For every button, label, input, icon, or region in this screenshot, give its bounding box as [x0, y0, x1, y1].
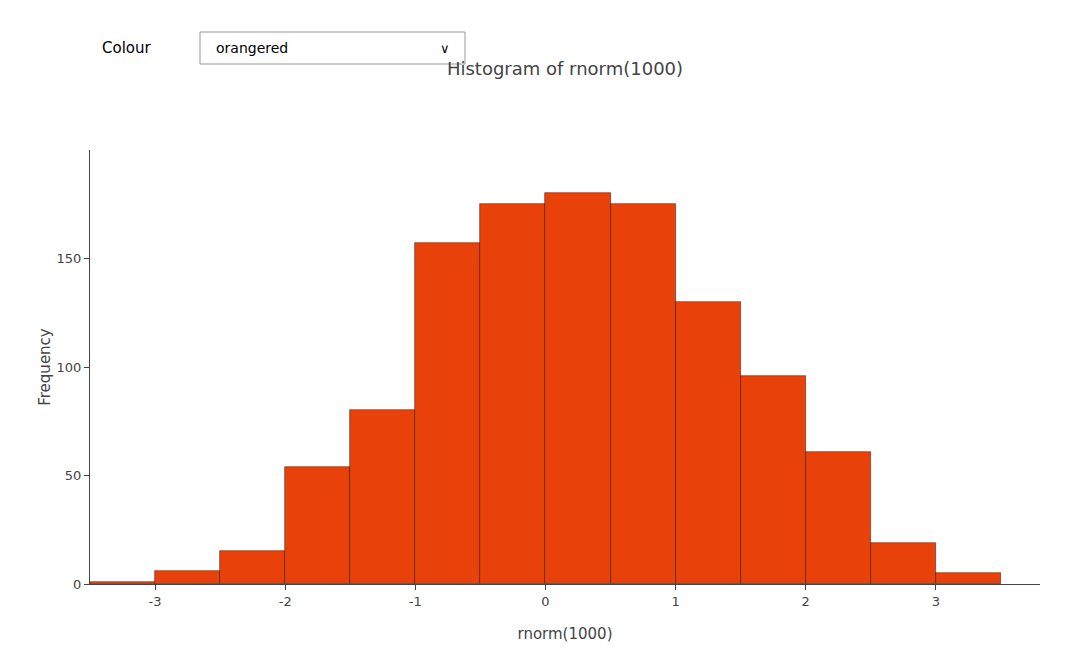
- svg-text:100: 100: [57, 360, 82, 375]
- svg-text:0: 0: [541, 594, 549, 609]
- svg-text:Frequency: Frequency: [36, 328, 54, 406]
- svg-text:Colour: Colour: [102, 39, 152, 57]
- svg-text:3: 3: [932, 594, 940, 609]
- svg-text:1: 1: [671, 594, 679, 609]
- svg-text:50: 50: [65, 468, 82, 483]
- svg-text:150: 150: [57, 251, 82, 266]
- svg-text:-2: -2: [279, 594, 292, 609]
- svg-text:rnorm(1000): rnorm(1000): [518, 625, 613, 643]
- svg-text:orangered: orangered: [216, 40, 288, 56]
- svg-text:-3: -3: [149, 594, 162, 609]
- svg-text:∨: ∨: [440, 41, 450, 56]
- svg-text:2: 2: [802, 594, 810, 609]
- svg-text:-1: -1: [409, 594, 422, 609]
- svg-text:0: 0: [73, 577, 81, 592]
- svg-text:Histogram of rnorm(1000): Histogram of rnorm(1000): [447, 58, 683, 79]
